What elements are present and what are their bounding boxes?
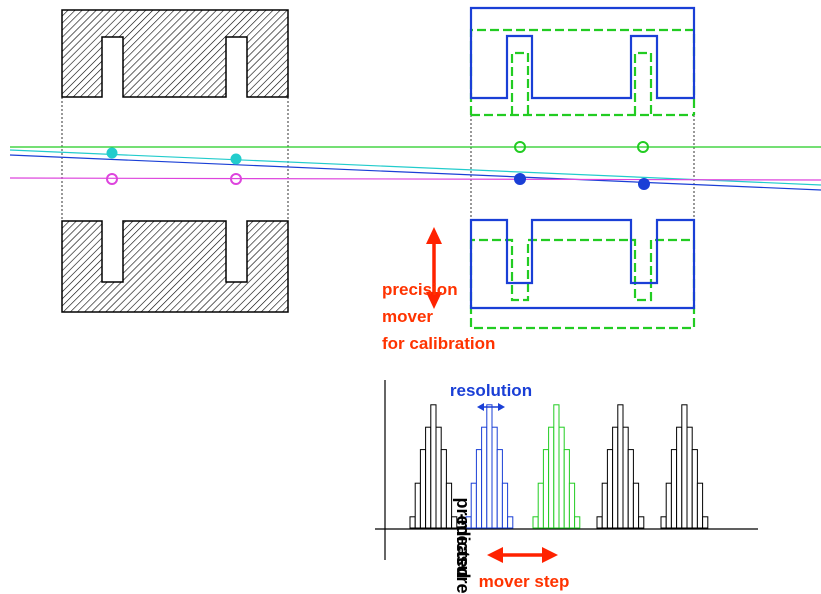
histogram-1-bar-8 (445, 482, 453, 529)
histogram-5-bar-5 (681, 404, 688, 529)
histogram-3-bar-6 (558, 426, 565, 529)
histogram-1-bar-9 (451, 516, 458, 529)
histogram-4-bar-6 (622, 426, 629, 529)
y-axis-label-line1: predicted (453, 497, 473, 578)
mover-arrow (426, 227, 442, 309)
histogram-4-bar-5 (617, 404, 624, 529)
histogram-3-bar-8 (568, 482, 576, 529)
histogram-5-bar-2 (665, 482, 672, 529)
magenta-track (9, 177, 821, 181)
mover-label-line2: mover (382, 307, 433, 326)
resolution-arrow (477, 403, 505, 411)
magenta-hit-2 (230, 173, 242, 185)
cyan-hit-2 (230, 153, 242, 165)
histogram-4-bar-3 (606, 449, 614, 529)
histogram-2-bar-7 (496, 449, 503, 529)
histogram-plot (375, 380, 758, 560)
track-lines (9, 146, 821, 191)
histogram-bars (409, 404, 709, 529)
cyan-hit-1 (106, 147, 118, 159)
left-detector-bottom-block (61, 220, 289, 313)
histogram-5-bar-7 (691, 449, 698, 529)
histogram-2-bar-4 (481, 426, 488, 529)
magenta-hit-1 (106, 173, 118, 185)
histogram-3-bar-9 (574, 516, 581, 529)
histogram-4-bar-1 (596, 516, 603, 529)
histogram-3-bar-2 (537, 482, 544, 529)
histogram-2-bar-8 (501, 482, 509, 529)
histogram-5-bar-9 (702, 516, 709, 529)
histogram-2-bar-9 (507, 516, 514, 529)
right-detector (469, 6, 696, 330)
blue-track (9, 154, 821, 191)
histogram-4-bar-4 (612, 426, 619, 529)
histogram-1-bar-3 (419, 449, 427, 529)
histogram-2-bar-3 (475, 449, 483, 529)
histogram-5-bar-4 (676, 426, 683, 529)
left-detector (61, 9, 289, 313)
mover-label-line3: for calibration (382, 334, 495, 353)
histogram-1-bar-1 (409, 516, 416, 529)
histogram-1-bar-2 (414, 482, 421, 529)
histogram-1-bar-4 (425, 426, 432, 529)
right-detector-green-top (469, 28, 696, 117)
histogram-3-bar-3 (542, 449, 550, 529)
histogram-3-bar-5 (553, 404, 560, 529)
mover-step-arrow (487, 547, 558, 563)
histogram-3-bar-1 (532, 516, 539, 529)
blue-hit-1 (514, 173, 526, 185)
histogram-3-bar-7 (563, 449, 570, 529)
histogram-1-bar-5 (430, 404, 437, 529)
histogram-5-bar-6 (686, 426, 693, 529)
blue-hit-2 (638, 178, 650, 190)
histogram-4-bar-2 (601, 482, 608, 529)
mover-label-line1: precision (382, 280, 458, 299)
hit-markers (106, 141, 650, 190)
green-hit-1 (514, 141, 526, 153)
histogram-1-bar-6 (435, 426, 442, 529)
histogram-5-bar-3 (670, 449, 678, 529)
mover-step-label: mover step (479, 572, 570, 591)
histogram-4-bar-9 (638, 516, 645, 529)
histogram-3-bar-4 (548, 426, 555, 529)
resolution-label: resolution (450, 381, 532, 400)
histogram-4-bar-8 (632, 482, 640, 529)
green-hit-2 (637, 141, 649, 153)
histogram-2-bar-5 (486, 404, 493, 529)
right-detector-green-bottom (469, 238, 696, 330)
left-detector-top-block (61, 9, 289, 98)
y-axis-label-line2: -measured (453, 513, 473, 594)
histogram-4-bar-7 (627, 449, 634, 529)
right-detector-blue-top (469, 6, 696, 100)
histogram-2-bar-6 (491, 426, 498, 529)
right-detector-blue-bottom (469, 218, 696, 310)
histogram-1-bar-7 (440, 449, 447, 529)
histogram-5-bar-8 (696, 482, 704, 529)
histogram-5-bar-1 (660, 516, 667, 529)
